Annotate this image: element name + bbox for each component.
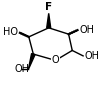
Text: OH: OH bbox=[79, 25, 95, 35]
Text: O: O bbox=[52, 55, 59, 65]
Polygon shape bbox=[28, 53, 35, 69]
Text: OH: OH bbox=[15, 64, 29, 74]
Text: OH: OH bbox=[84, 51, 99, 61]
Text: HO: HO bbox=[3, 27, 18, 37]
Polygon shape bbox=[47, 13, 51, 28]
Text: F: F bbox=[45, 2, 52, 12]
